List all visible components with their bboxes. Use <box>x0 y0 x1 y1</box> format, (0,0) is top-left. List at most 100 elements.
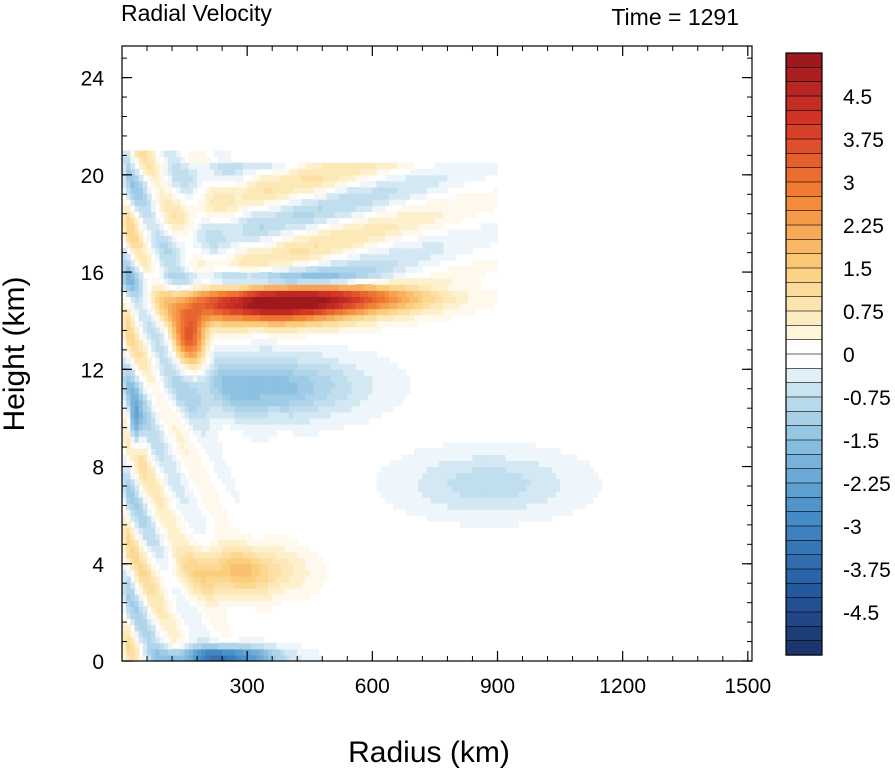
heatmap-cell <box>443 296 449 304</box>
heatmap-cell <box>184 648 190 656</box>
heatmap-cell <box>309 557 315 565</box>
heatmap-cell <box>505 509 511 516</box>
heatmap-cell <box>201 241 207 249</box>
heatmap-cell <box>284 241 290 249</box>
heatmap-cell <box>192 205 198 212</box>
heatmap-cell <box>280 217 286 225</box>
heatmap-cell <box>184 545 190 553</box>
heatmap-cell <box>284 193 290 200</box>
heatmap-cell <box>318 168 323 176</box>
heatmap-cell <box>468 484 474 492</box>
heatmap-cell <box>376 217 382 225</box>
heatmap-cell <box>434 296 440 304</box>
heatmap-cell <box>130 265 136 273</box>
heatmap-cell <box>418 308 423 316</box>
heatmap-cell <box>247 180 252 188</box>
heatmap-cell <box>188 156 194 164</box>
heatmap-cell <box>251 430 257 437</box>
heatmap-cell <box>276 563 282 571</box>
heatmap-cell <box>242 557 248 565</box>
heatmap-cell <box>405 278 411 285</box>
heatmap-cell <box>222 648 227 656</box>
heatmap-cell <box>401 162 407 170</box>
heatmap-cell <box>347 351 353 358</box>
heatmap-cell <box>476 478 482 486</box>
heatmap-cell <box>472 265 478 273</box>
heatmap-cell <box>305 654 311 662</box>
heatmap-cell <box>284 296 290 304</box>
heatmap-cell <box>376 211 382 218</box>
heatmap-cell <box>393 460 398 468</box>
heatmap-cell <box>389 235 394 243</box>
heatmap-cell <box>167 180 173 188</box>
heatmap-cell <box>134 199 140 206</box>
heatmap-cell <box>138 241 144 249</box>
heatmap-cell <box>163 162 169 170</box>
heatmap-cell <box>547 448 553 455</box>
heatmap-cell <box>322 199 328 206</box>
heatmap-cell <box>418 186 423 194</box>
heatmap-cell <box>472 460 478 468</box>
heatmap-cell <box>122 588 127 595</box>
heatmap-cell <box>142 503 148 510</box>
heatmap-cell <box>134 515 140 522</box>
heatmap-cell <box>226 393 232 401</box>
heatmap-cell <box>163 606 169 613</box>
heatmap-cell <box>167 654 173 662</box>
heatmap-cell <box>138 575 144 583</box>
heatmap-cell <box>434 308 440 316</box>
heatmap-cell <box>443 174 449 182</box>
heatmap-cell <box>222 509 227 516</box>
heatmap-cell <box>305 205 311 212</box>
heatmap-cell <box>205 442 211 449</box>
heatmap-cell <box>455 193 461 200</box>
heatmap-cell <box>263 363 269 370</box>
heatmap-cell <box>551 460 557 468</box>
heatmap-cell <box>372 363 378 370</box>
heatmap-cell <box>451 253 457 261</box>
heatmap-cell <box>263 588 269 595</box>
heatmap-cell <box>418 302 423 310</box>
heatmap-cell <box>138 296 144 304</box>
heatmap-cell <box>126 545 131 553</box>
heatmap-cell <box>372 369 378 376</box>
heatmap-cell <box>276 417 282 425</box>
heatmap-cell <box>147 223 152 231</box>
heatmap-cell <box>305 211 311 218</box>
heatmap-cell <box>176 344 182 352</box>
heatmap-cell <box>205 344 211 352</box>
heatmap-cell <box>197 642 202 650</box>
heatmap-cell <box>405 375 411 383</box>
heatmap-cell <box>151 302 156 310</box>
heatmap-cell <box>184 351 190 358</box>
heatmap-cell <box>489 162 494 170</box>
heatmap-cell <box>272 265 277 273</box>
heatmap-cell <box>472 205 478 212</box>
heatmap-cell <box>180 296 186 304</box>
heatmap-cell <box>268 253 273 261</box>
heatmap-cell <box>238 387 244 395</box>
heatmap-cell <box>409 320 415 328</box>
heatmap-cell <box>176 594 182 601</box>
heatmap-cell <box>142 515 148 522</box>
heatmap-cell <box>284 399 290 407</box>
heatmap-cell <box>330 399 336 407</box>
heatmap-cell <box>434 484 440 492</box>
heatmap-cell <box>472 302 478 310</box>
heatmap-cell <box>184 265 190 273</box>
heatmap-cell <box>564 503 570 510</box>
heatmap-cell <box>309 393 315 401</box>
heatmap-cell <box>459 211 465 218</box>
heatmap-cell <box>347 168 353 176</box>
heatmap-cell <box>263 557 269 565</box>
heatmap-cell <box>184 490 190 498</box>
heatmap-cell <box>138 344 144 352</box>
heatmap-cell <box>247 588 252 595</box>
heatmap-cell <box>201 375 207 383</box>
heatmap-cell <box>155 223 161 231</box>
heatmap-cell <box>176 338 182 346</box>
heatmap-cell <box>288 193 294 200</box>
heatmap-cell <box>176 606 182 613</box>
heatmap-cell <box>147 308 152 316</box>
